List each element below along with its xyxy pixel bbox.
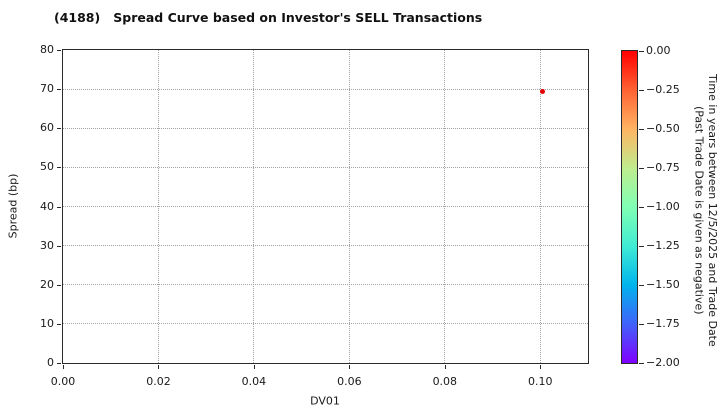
y-tick-mark	[57, 50, 61, 51]
y-tick-mark	[57, 323, 61, 325]
colorbar-tick-label: −1.75	[646, 317, 680, 330]
y-tick-label: 50	[40, 160, 54, 174]
x-tick-label: 0.00	[50, 375, 76, 388]
x-tick-mark	[540, 365, 542, 369]
y-tick-label: 10	[40, 316, 54, 330]
y-tick-label: 70	[40, 82, 54, 96]
colorbar-tick-mark	[639, 362, 644, 364]
y-tick-label: 20	[40, 277, 54, 291]
colorbar-tick-label: −1.50	[646, 278, 680, 291]
colorbar-tick-label: −2.00	[646, 356, 680, 369]
chart-title: (4188) Spread Curve based on Investor's …	[54, 10, 483, 25]
plot-area	[62, 49, 589, 364]
colorbar-tick-mark	[639, 50, 644, 52]
y-gridline	[63, 88, 588, 90]
y-tick-mark	[57, 245, 61, 247]
x-tick-mark	[158, 365, 160, 369]
colorbar-label-line1: Time in years between 12/5/2025 and Trad…	[706, 73, 719, 347]
colorbar-tick-label: −0.25	[646, 83, 680, 96]
y-gridline	[63, 206, 588, 207]
y-tick-mark	[57, 89, 61, 91]
y-gridline	[63, 323, 588, 325]
colorbar-tick-label: −1.25	[646, 239, 680, 252]
colorbar-label-line2: (Past Trade Date is given as negative)	[692, 105, 706, 315]
y-tick-label: 60	[40, 121, 54, 135]
y-gridline	[63, 127, 588, 129]
colorbar-tick-mark	[639, 206, 644, 208]
y-gridline	[63, 284, 588, 286]
colorbar-tick-label: 0.00	[646, 44, 671, 57]
x-tick-mark	[444, 365, 446, 369]
x-tick-label: 0.02	[146, 375, 171, 388]
x-tick-label: 0.08	[432, 375, 458, 388]
colorbar-tick-mark	[639, 323, 644, 325]
colorbar-tick-label: −1.00	[646, 200, 680, 213]
x-tick-label: 0.10	[528, 375, 553, 388]
scatter-point	[539, 88, 545, 94]
y-tick-label: 40	[40, 199, 54, 213]
x-tick-mark	[349, 365, 351, 369]
x-tick-label: 0.06	[337, 375, 362, 388]
y-tick-label: 30	[40, 238, 54, 252]
x-tick-mark	[63, 365, 64, 369]
y-tick-mark	[57, 128, 61, 130]
y-gridline	[63, 245, 588, 247]
y-tick-mark	[57, 284, 61, 286]
colorbar-tick-label: −0.75	[646, 161, 680, 174]
colorbar	[621, 50, 638, 364]
colorbar-tick-mark	[639, 284, 644, 286]
colorbar-tick-mark	[639, 167, 644, 169]
colorbar-label: Time in years between 12/5/2025 and Trad…	[692, 0, 720, 420]
colorbar-tick-label: −0.50	[646, 122, 680, 135]
y-gridline	[63, 166, 588, 168]
y-tick-label: 80	[40, 43, 54, 56]
colorbar-tick-mark	[639, 128, 644, 130]
y-tick-mark	[57, 167, 61, 169]
y-tick-mark	[57, 206, 61, 208]
x-axis-label: DV01	[310, 394, 340, 408]
colorbar-tick-mark	[639, 89, 644, 91]
y-tick-label: 0	[47, 356, 54, 369]
colorbar-tick-mark	[639, 245, 644, 247]
x-tick-mark	[253, 365, 255, 369]
y-tick-mark	[57, 363, 61, 364]
x-tick-label: 0.04	[241, 375, 267, 388]
